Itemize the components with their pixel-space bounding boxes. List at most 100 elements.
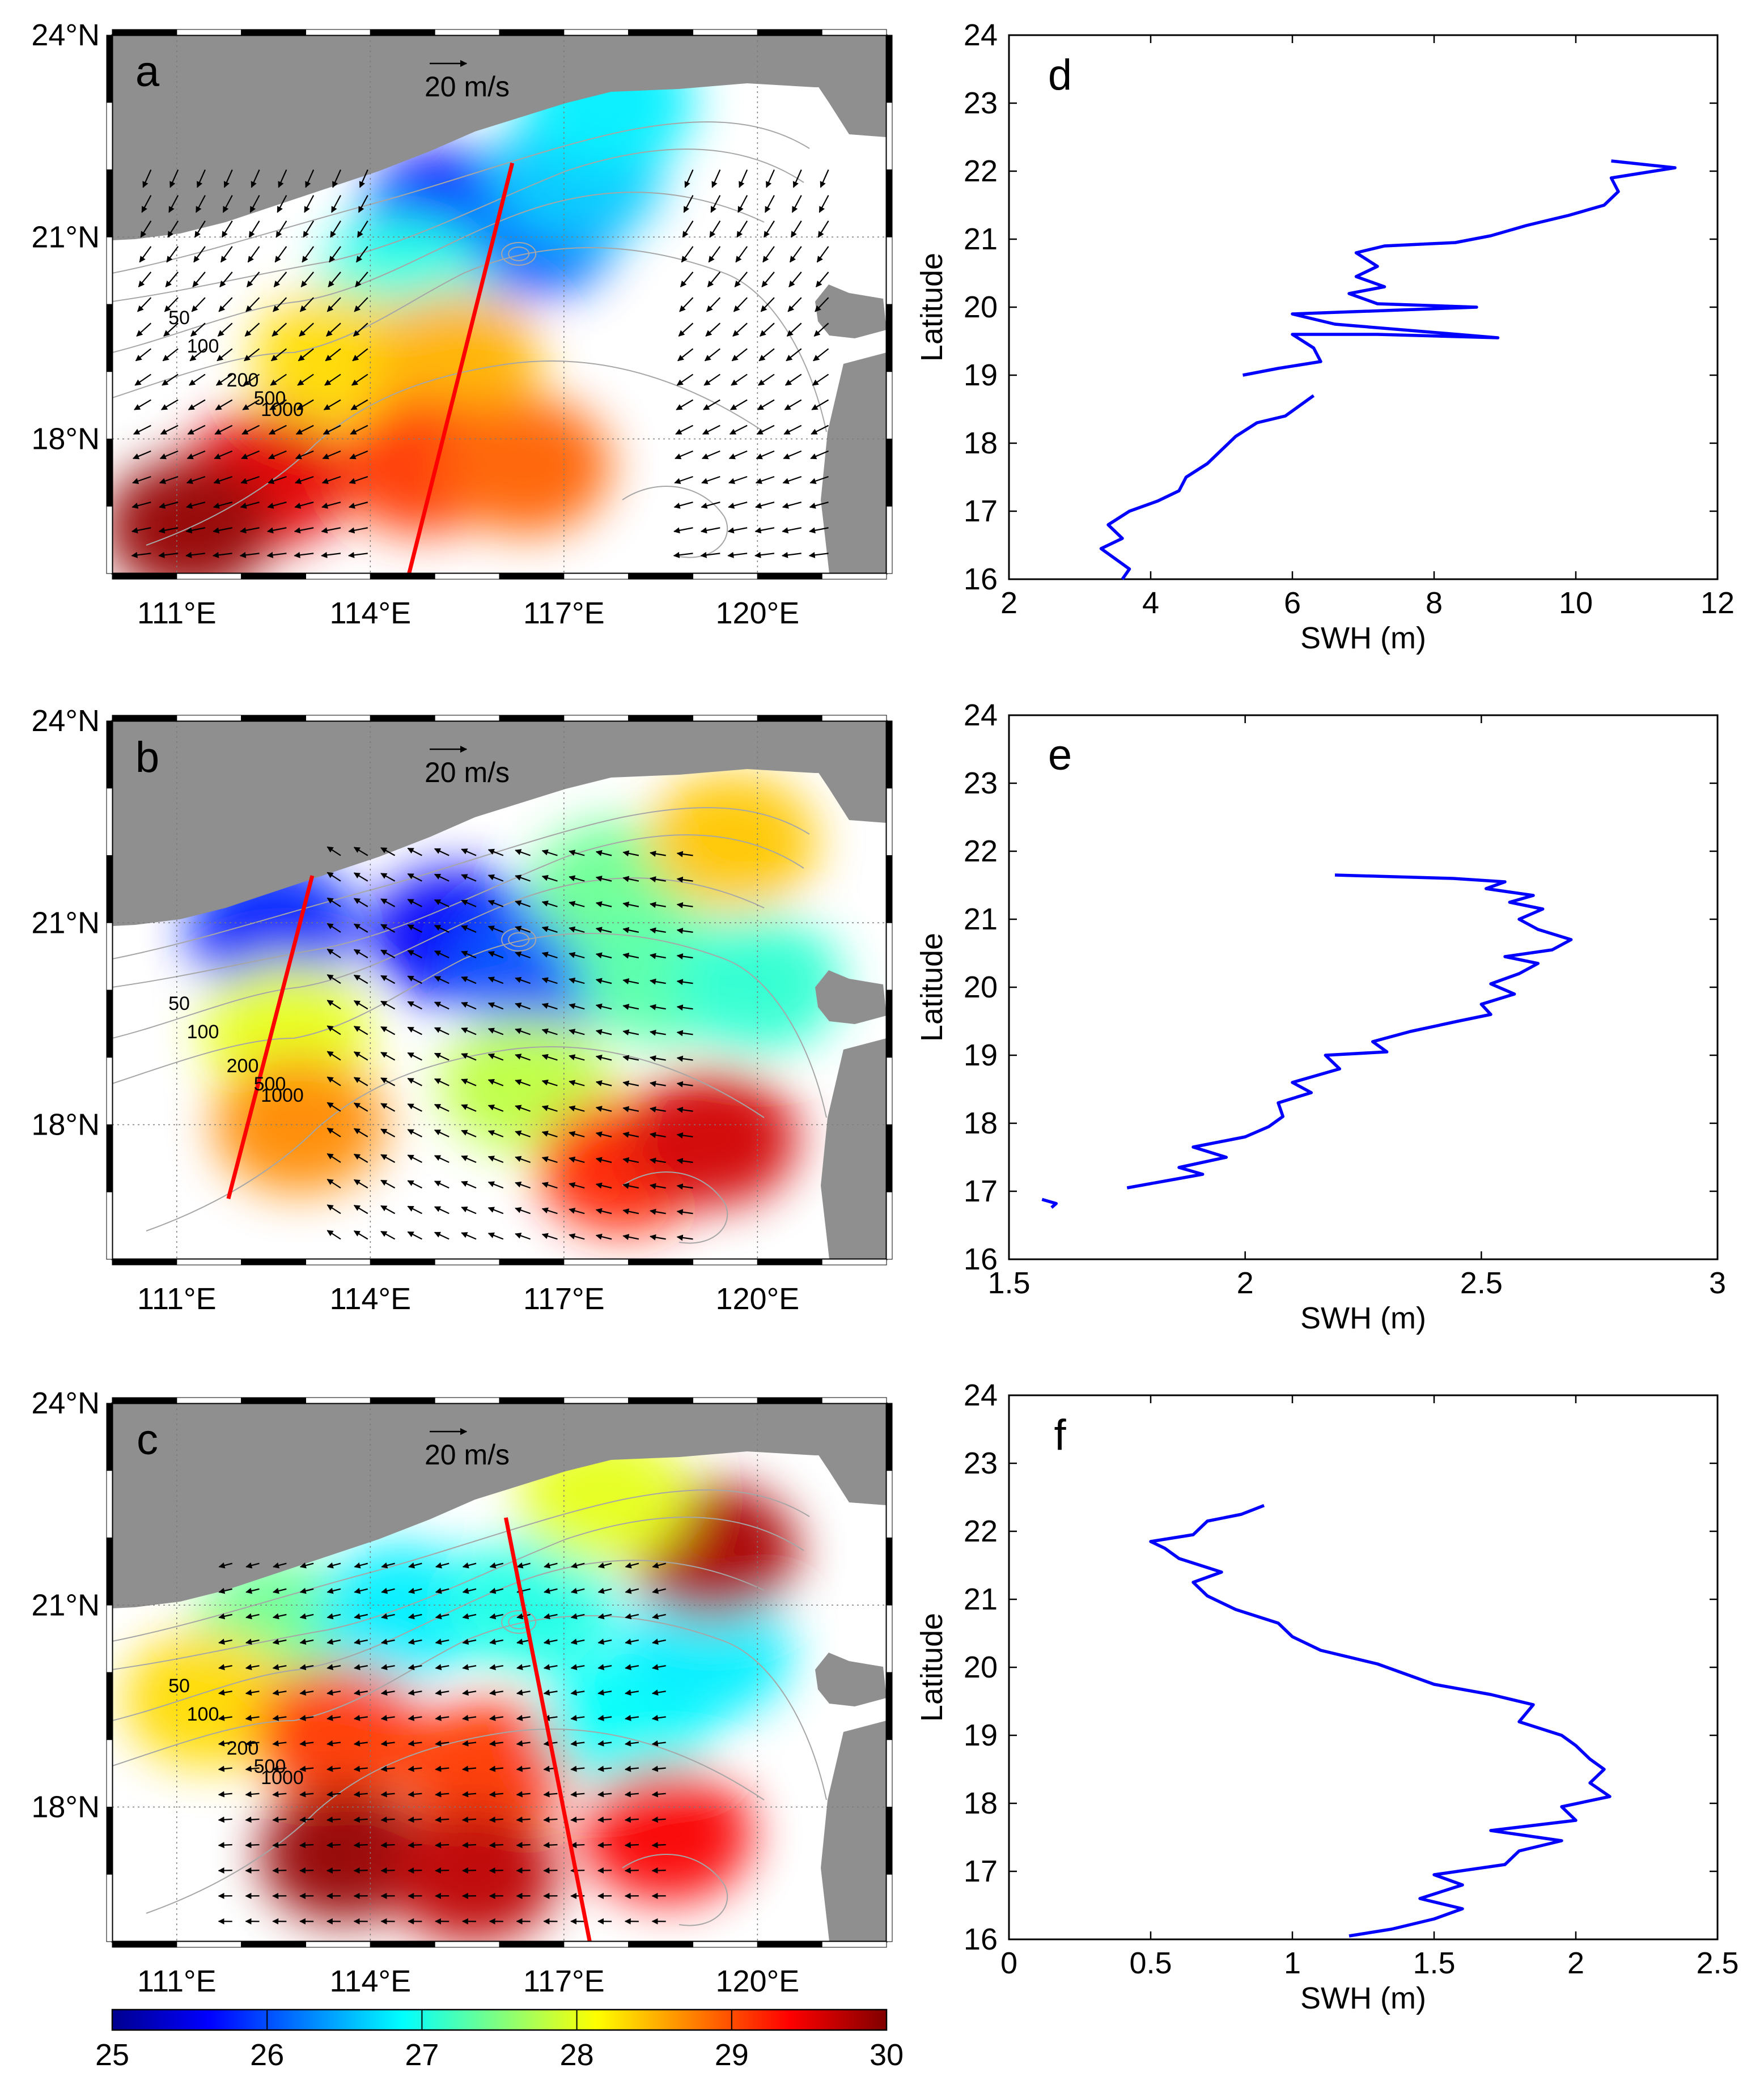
frame-bar — [176, 1259, 242, 1266]
wind-arrow — [408, 1562, 422, 1569]
scale-label: 20 m/s — [425, 71, 510, 103]
wind-arrow — [462, 1587, 477, 1594]
sst-blob — [253, 1664, 423, 1801]
wind-arrow — [569, 952, 585, 959]
wind-arrow — [489, 1562, 504, 1569]
wind-arrow — [159, 450, 179, 460]
wind-arrow — [707, 271, 721, 287]
wind-arrow — [408, 1740, 422, 1747]
wind-arrow — [810, 450, 829, 460]
frame-bar — [241, 1941, 307, 1948]
frame-bar — [886, 169, 893, 237]
wind-arrow — [461, 950, 477, 959]
wind-arrow — [245, 1587, 260, 1594]
wind-arrow — [815, 271, 829, 287]
frame-bar — [106, 169, 113, 237]
wind-arrow — [300, 271, 315, 287]
wind-arrow — [245, 1867, 260, 1874]
wind-arrow — [595, 1054, 612, 1061]
sst-blob — [317, 1544, 488, 1680]
wind-arrow — [515, 1130, 531, 1137]
wind-arrow — [650, 851, 666, 857]
frame-bar — [306, 29, 371, 36]
wind-arrow — [461, 899, 477, 907]
wind-arrow — [380, 1638, 395, 1645]
x-tick-label: 10 — [1559, 586, 1593, 620]
wind-arrow — [332, 169, 341, 188]
wind-arrow — [326, 1204, 341, 1215]
wind-arrow — [218, 1587, 232, 1594]
wind-arrow — [516, 1638, 531, 1645]
panel-label: d — [1048, 51, 1072, 99]
wind-arrow — [331, 195, 341, 213]
wind-arrow — [754, 551, 775, 558]
frame-bar — [306, 573, 371, 580]
wind-arrow — [461, 1129, 477, 1137]
wind-arrow — [543, 1638, 558, 1645]
wind-arrow — [487, 1105, 504, 1112]
wind-arrow — [186, 475, 206, 484]
frame-bar — [757, 715, 822, 721]
wind-arrow — [353, 1179, 368, 1189]
wind-arrow — [570, 1562, 585, 1569]
frame-bar — [499, 1259, 565, 1266]
wind-arrow — [213, 475, 233, 484]
frame-bar — [886, 1057, 893, 1125]
wind-arrow — [597, 1765, 612, 1772]
y-tick-label: 23 — [964, 766, 998, 800]
land-island — [815, 1653, 887, 1706]
y-tick-label: 16 — [964, 1242, 998, 1276]
wind-arrow — [673, 527, 693, 534]
wind-arrow — [461, 1078, 477, 1086]
wind-arrow — [625, 1664, 639, 1671]
wind-arrow — [782, 475, 802, 484]
frame-bar — [106, 990, 113, 1058]
wind-arrow — [489, 1587, 504, 1594]
wind-arrow — [353, 847, 368, 856]
frame-bar — [628, 1941, 694, 1948]
wind-arrow — [435, 1638, 450, 1645]
wind-arrow — [489, 1664, 504, 1671]
wind-arrow — [326, 1791, 341, 1798]
wind-arrow — [326, 1127, 341, 1137]
wind-arrow — [434, 1155, 450, 1163]
wind-arrow — [461, 1053, 477, 1061]
wind-arrow — [733, 297, 748, 312]
wind-arrow — [489, 1714, 503, 1721]
wind-arrow — [595, 1182, 612, 1189]
wind-arrow — [701, 475, 720, 484]
frame-bar — [563, 715, 629, 721]
y-tick-label: 24°N — [31, 18, 100, 52]
wind-arrow — [760, 322, 775, 337]
frame-bar — [499, 573, 565, 580]
wind-arrow — [299, 1638, 314, 1645]
wind-arrow — [650, 953, 666, 959]
wind-arrow — [543, 1867, 558, 1874]
wind-arrow — [516, 1562, 531, 1569]
wind-arrow — [353, 1816, 368, 1823]
wind-arrow — [214, 424, 233, 435]
wind-arrow — [515, 1105, 531, 1112]
wind-arrow — [461, 1180, 477, 1189]
wind-arrow — [194, 220, 206, 238]
wind-arrow — [782, 502, 802, 509]
wind-arrow — [408, 1816, 422, 1823]
wind-arrow — [353, 1000, 368, 1010]
wind-arrow — [219, 271, 233, 287]
wind-arrow — [515, 900, 531, 907]
wind-arrow — [353, 1765, 368, 1772]
wind-arrow — [266, 527, 287, 534]
frame-bar — [821, 1397, 887, 1404]
wind-arrow — [462, 1740, 477, 1747]
frame-bar — [821, 1259, 887, 1266]
wind-arrow — [652, 1613, 666, 1620]
wind-arrow — [762, 246, 775, 263]
wind-arrow — [739, 169, 748, 188]
frame-bar — [821, 29, 887, 36]
wind-arrow — [676, 851, 693, 857]
wind-arrow — [277, 195, 287, 213]
wind-arrow — [192, 271, 206, 287]
sst-blob — [646, 774, 817, 910]
wind-arrow — [461, 1104, 477, 1112]
